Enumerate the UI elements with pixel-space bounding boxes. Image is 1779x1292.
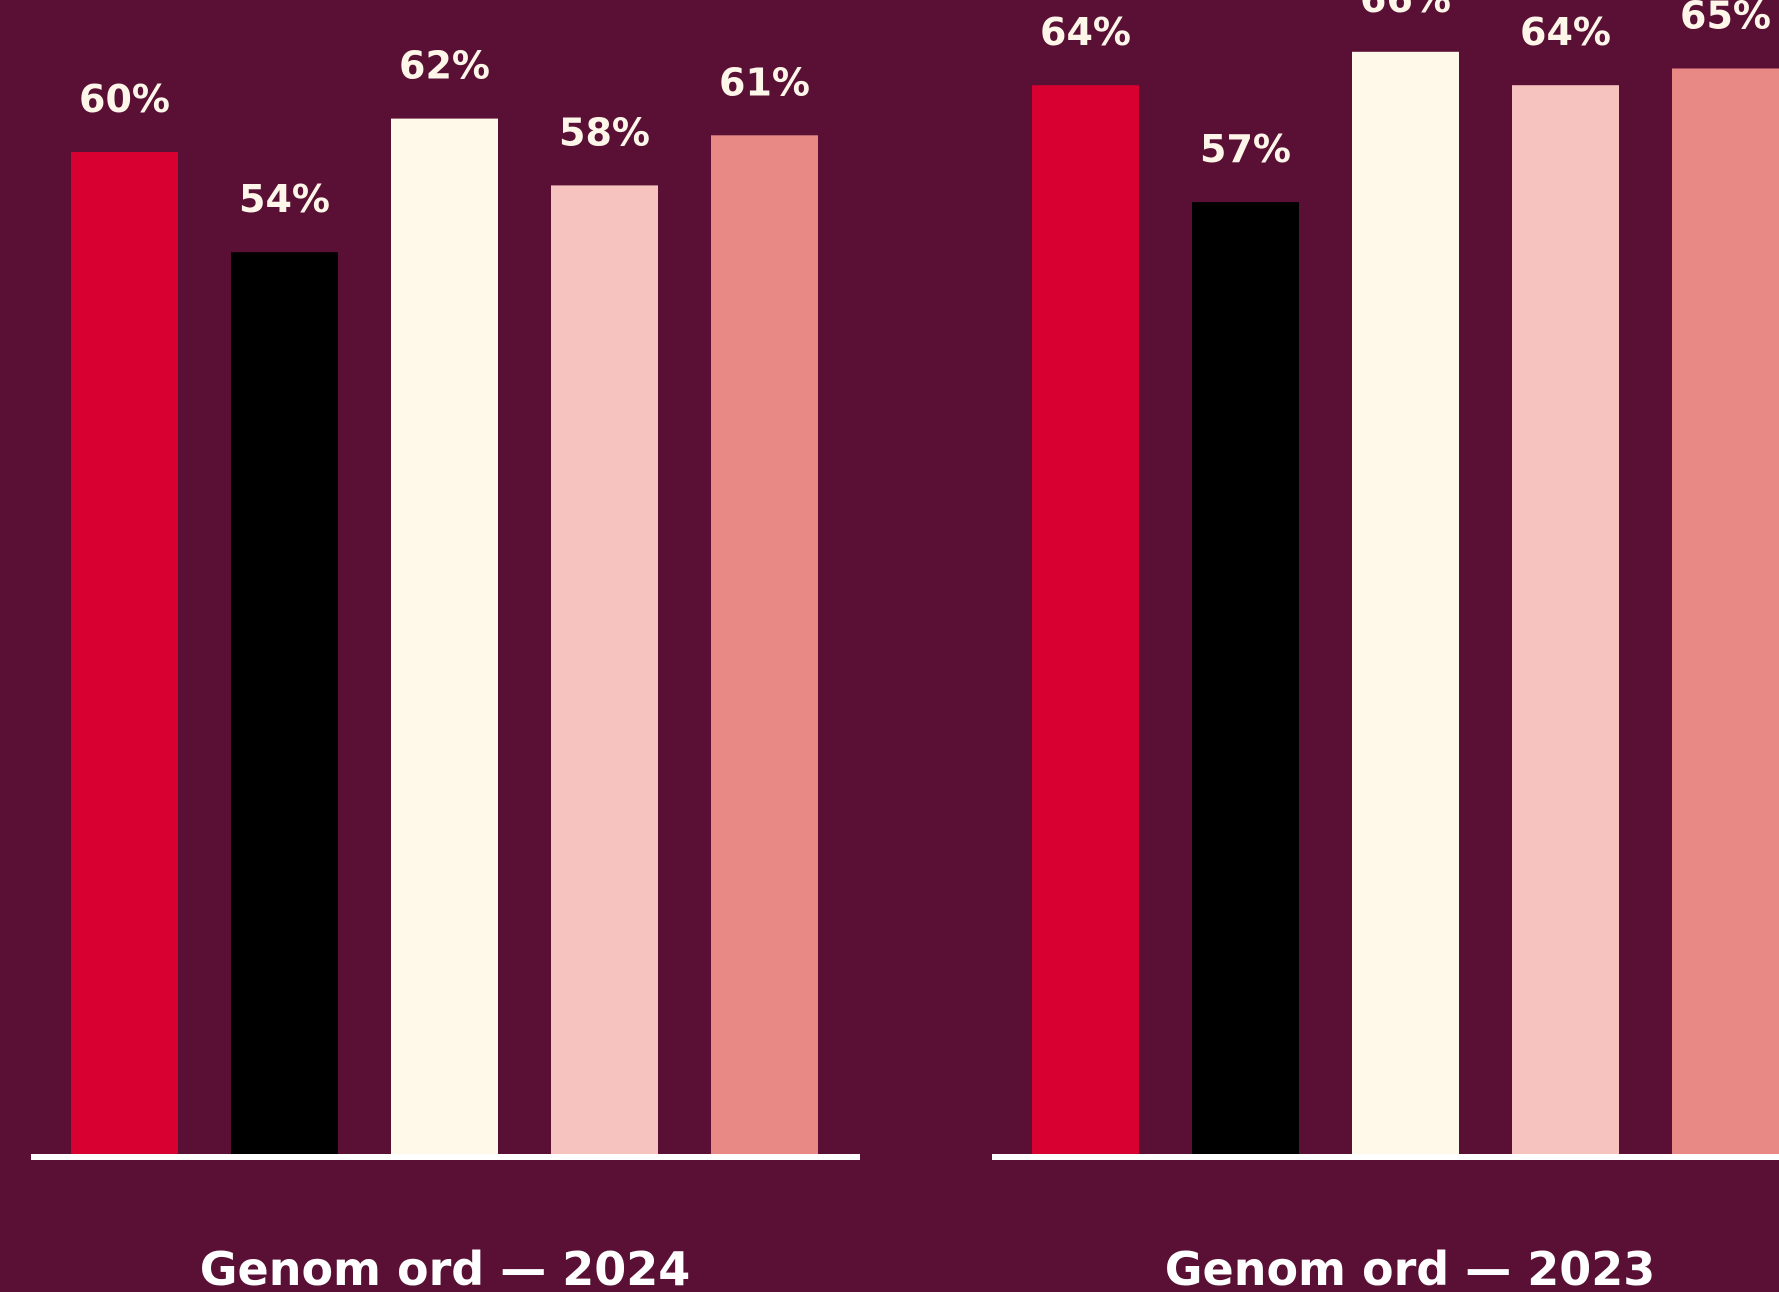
- chart-panel-2024: 60% 54% 62% 58% 61% Genom ord — 2024: [31, 44, 860, 1292]
- bar-value-label: 66%: [1360, 0, 1451, 21]
- bar: [711, 135, 818, 1155]
- bar: [231, 252, 338, 1154]
- bar-series: 60% 54% 62% 58% 61%: [71, 44, 818, 1155]
- bar: [391, 118, 498, 1155]
- chart-title: Genom ord — 2024: [200, 1242, 691, 1292]
- bar: [1672, 68, 1779, 1154]
- bar-value-label: 57%: [1200, 127, 1291, 171]
- bar-series: 64% 57% 66% 64% 65%: [1032, 0, 1779, 1155]
- bar-value-label: 61%: [719, 60, 810, 104]
- bar: [71, 152, 178, 1154]
- bar-value-label: 54%: [239, 177, 330, 221]
- bar: [1192, 202, 1299, 1155]
- bar-value-label: 65%: [1680, 0, 1771, 38]
- bar: [1512, 85, 1619, 1155]
- bar: [1032, 85, 1139, 1155]
- chart-title: Genom ord — 2023: [1165, 1242, 1656, 1292]
- bar-value-label: 60%: [79, 77, 170, 121]
- bar-value-label: 58%: [559, 110, 650, 154]
- chart-panel-2023: 64% 57% 66% 64% 65% Genom ord — 2023: [992, 0, 1779, 1292]
- bar: [551, 185, 658, 1154]
- bar-value-label: 64%: [1040, 10, 1131, 54]
- bar-value-label: 62%: [399, 44, 490, 88]
- bar: [1352, 51, 1459, 1154]
- bar-value-label: 64%: [1520, 10, 1611, 54]
